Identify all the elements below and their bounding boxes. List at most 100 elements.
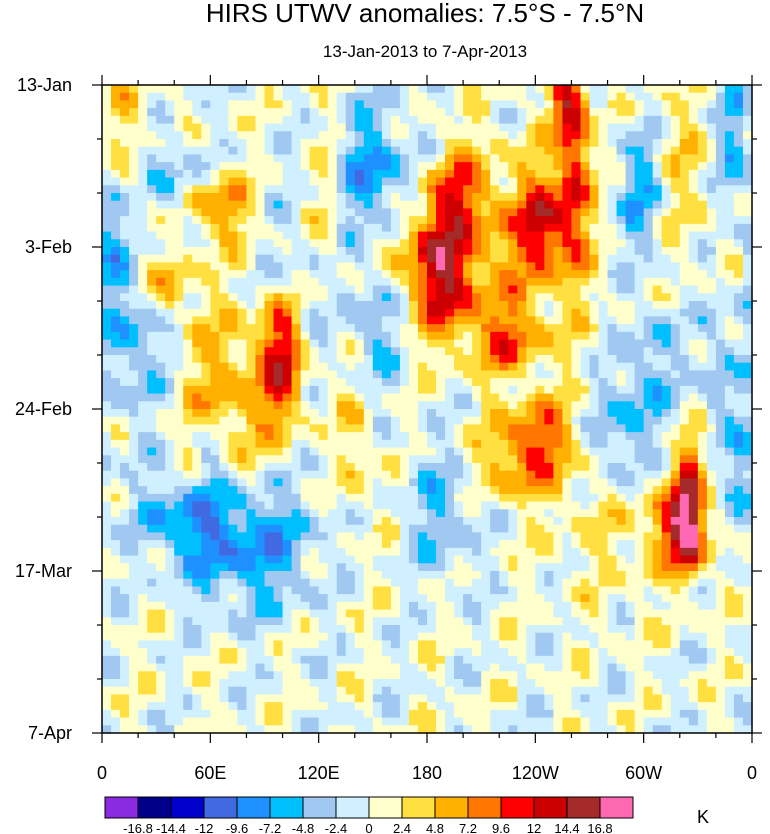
field-cell <box>390 470 401 480</box>
field-cell <box>309 378 320 387</box>
field-cell <box>282 262 293 271</box>
field-cell <box>309 216 320 225</box>
field-cell <box>706 532 717 541</box>
field-cell <box>472 270 482 279</box>
field-cell <box>472 85 482 94</box>
field-cell <box>679 254 690 264</box>
field-cell <box>490 517 500 526</box>
field-cell <box>724 254 735 264</box>
field-cell <box>372 254 383 264</box>
field-cell <box>679 293 690 302</box>
field-cell <box>481 370 491 379</box>
field-cell <box>445 139 455 148</box>
field-cell <box>517 586 527 595</box>
field-cell <box>652 594 663 603</box>
field-cell <box>526 324 536 333</box>
field-cell <box>643 594 654 603</box>
field-cell <box>643 547 654 557</box>
field-cell <box>381 578 392 588</box>
field-cell <box>508 478 518 487</box>
field-cell <box>129 501 139 510</box>
field-cell <box>336 100 347 109</box>
field-cell <box>201 586 211 595</box>
field-cell <box>408 532 419 541</box>
field-cell <box>589 362 600 372</box>
field-cell <box>724 555 735 564</box>
field-cell <box>192 463 202 472</box>
field-cell <box>706 478 717 487</box>
field-cell <box>111 277 121 287</box>
field-cell <box>381 409 392 418</box>
field-cell <box>237 370 248 379</box>
field-cell <box>526 308 536 318</box>
field-cell <box>742 540 753 549</box>
field-cell <box>598 424 609 433</box>
field-cell <box>580 162 591 171</box>
field-cell <box>201 509 211 518</box>
field-cell <box>183 470 193 480</box>
field-cell <box>616 401 627 410</box>
field-cell <box>147 501 157 510</box>
field-cell <box>508 339 518 348</box>
field-cell <box>183 247 193 256</box>
field-cell <box>300 100 311 109</box>
field-cell <box>111 239 121 248</box>
field-cell <box>165 339 175 348</box>
field-cell <box>282 316 293 325</box>
field-cell <box>490 439 500 449</box>
field-cell <box>156 247 166 256</box>
field-cell <box>363 493 374 503</box>
field-cell <box>282 416 293 426</box>
field-cell <box>427 355 437 364</box>
field-cell <box>634 470 645 480</box>
field-cell <box>129 270 139 279</box>
field-cell <box>535 139 545 148</box>
field-cell <box>634 262 645 271</box>
field-cell <box>219 285 229 294</box>
field-cell <box>417 208 428 217</box>
field-cell <box>427 331 437 341</box>
field-cell <box>535 486 545 495</box>
field-cell <box>571 463 582 472</box>
field-cell <box>165 285 175 294</box>
field-cell <box>165 154 175 163</box>
field-cell <box>111 139 121 148</box>
field-cell <box>454 547 464 557</box>
field-cell <box>372 208 383 217</box>
field-cell <box>490 609 500 618</box>
field-cell <box>273 108 284 117</box>
field-cell <box>625 424 636 433</box>
field-cell <box>427 347 437 356</box>
field-cell <box>427 470 437 480</box>
field-cell <box>165 439 175 449</box>
field-cell <box>327 115 338 125</box>
field-cell <box>688 563 699 572</box>
field-cell <box>454 432 464 441</box>
field-cell <box>535 154 545 163</box>
field-cell <box>661 455 672 464</box>
field-cell <box>589 154 600 163</box>
field-cell <box>354 316 365 325</box>
field-cell <box>399 277 410 287</box>
field-cell <box>427 123 437 132</box>
field-cell <box>463 216 473 225</box>
field-cell <box>183 324 193 333</box>
field-cell <box>246 262 257 271</box>
field-cell <box>616 331 627 341</box>
field-cell <box>481 293 491 302</box>
field-cell <box>291 100 302 109</box>
field-cell <box>598 447 609 456</box>
field-cell <box>436 586 446 595</box>
field-cell <box>210 270 220 279</box>
field-cell <box>273 154 284 163</box>
field-cell <box>309 293 320 302</box>
field-cell <box>138 378 148 387</box>
field-cell <box>345 617 356 626</box>
field-cell <box>499 200 509 210</box>
field-cell <box>436 486 446 495</box>
field-cell <box>742 139 753 148</box>
field-cell <box>255 177 266 186</box>
field-cell <box>490 532 500 541</box>
field-cell <box>679 517 690 526</box>
field-cell <box>372 277 383 287</box>
